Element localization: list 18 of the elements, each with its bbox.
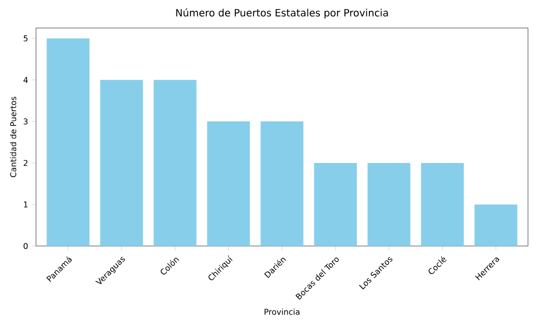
y-axis-title: Cantidad de Puertos — [10, 96, 16, 178]
y-tick-label: 0 — [24, 242, 28, 250]
bar — [421, 162, 464, 246]
bar — [100, 80, 143, 246]
bar — [368, 162, 410, 246]
y-tick-label: 5 — [24, 35, 28, 42]
y-tick-label: 3 — [24, 118, 28, 124]
bar — [154, 80, 196, 246]
bar — [314, 162, 357, 246]
bar — [474, 204, 518, 246]
y-tick-label: 2 — [24, 160, 28, 166]
y-tick-label: 4 — [24, 76, 28, 83]
y-tick-label: 1 — [24, 202, 28, 208]
bar — [207, 121, 250, 246]
bar — [260, 121, 304, 246]
chart-title: Número de Puertos Estatales por Provincia — [176, 8, 388, 18]
bar — [46, 38, 90, 246]
x-axis-title: Provincia — [264, 308, 300, 315]
